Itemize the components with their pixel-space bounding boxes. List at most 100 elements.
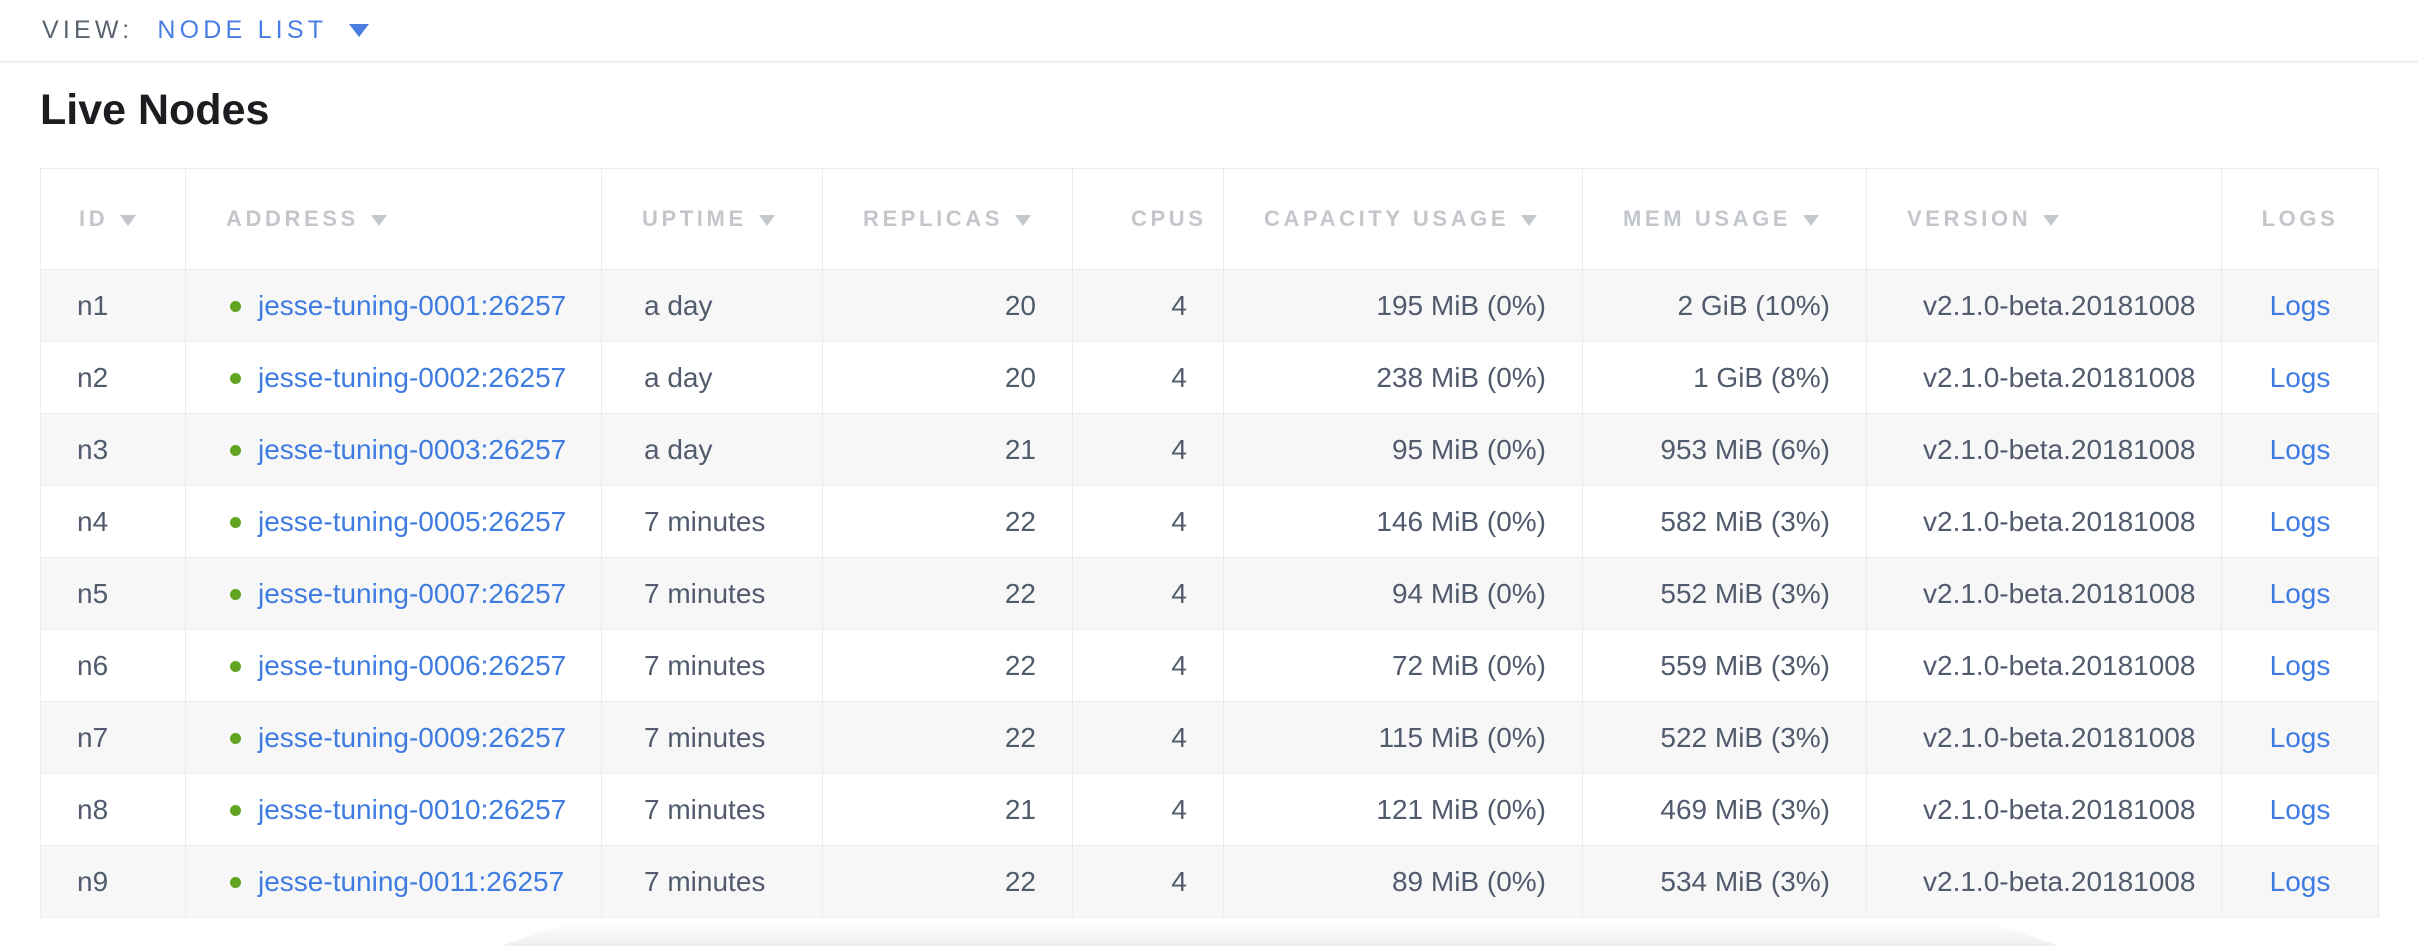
node-logs-cell: Logs <box>2221 269 2379 342</box>
column-header-capacity-usage[interactable]: CAPACITY USAGE <box>1223 168 1583 270</box>
node-mem-usage-cell: 552 MiB (3%) <box>1582 557 1867 630</box>
live-status-dot-icon <box>230 300 241 312</box>
node-capacity-usage-cell: 94 MiB (0%) <box>1223 557 1583 630</box>
node-cpus-cell: 4 <box>1072 341 1224 414</box>
node-replicas-cell: 22 <box>822 845 1073 918</box>
column-header-version[interactable]: VERSION <box>1866 168 2222 270</box>
node-uptime-cell: 7 minutes <box>601 485 823 558</box>
live-status-dot-icon <box>230 804 241 816</box>
node-id-cell: n4 <box>40 485 186 558</box>
node-version-cell: v2.1.0-beta.20181008 <box>1866 845 2222 918</box>
node-logs-link[interactable]: Logs <box>2269 433 2331 465</box>
node-version-cell: v2.1.0-beta.20181008 <box>1866 557 2222 630</box>
sort-arrow-icon <box>370 215 387 226</box>
node-replicas-cell: 22 <box>822 629 1073 702</box>
node-capacity-usage-cell: 121 MiB (0%) <box>1223 773 1583 846</box>
node-logs-cell: Logs <box>2221 341 2379 414</box>
node-logs-link[interactable]: Logs <box>2269 793 2331 825</box>
next-section-shadow <box>500 925 2060 946</box>
node-address-link[interactable]: jesse-tuning-0007:26257 <box>258 577 567 609</box>
sort-arrow-icon <box>1803 215 1820 226</box>
table-row: n4 jesse-tuning-0005:26257 7 minutes 22 … <box>40 485 2379 558</box>
node-logs-link[interactable]: Logs <box>2269 505 2331 537</box>
node-address-cell: jesse-tuning-0009:26257 <box>185 701 602 774</box>
node-address-link[interactable]: jesse-tuning-0009:26257 <box>258 721 567 753</box>
column-header-replicas[interactable]: REPLICAS <box>822 168 1073 270</box>
table-row: n5 jesse-tuning-0007:26257 7 minutes 22 … <box>40 557 2379 630</box>
column-header-label: ADDRESS <box>226 206 359 231</box>
node-table-body: n1 jesse-tuning-0001:26257 a day 20 4 19… <box>40 269 2379 918</box>
node-mem-usage-cell: 582 MiB (3%) <box>1582 485 1867 558</box>
node-logs-cell: Logs <box>2221 845 2379 918</box>
node-mem-usage-cell: 469 MiB (3%) <box>1582 773 1867 846</box>
node-address-link[interactable]: jesse-tuning-0003:26257 <box>258 433 567 465</box>
column-header-id[interactable]: ID <box>40 168 186 270</box>
node-address-link[interactable]: jesse-tuning-0002:26257 <box>258 361 567 393</box>
node-address-link[interactable]: jesse-tuning-0001:26257 <box>258 289 567 321</box>
node-version-cell: v2.1.0-beta.20181008 <box>1866 269 2222 342</box>
node-cpus-cell: 4 <box>1072 629 1224 702</box>
node-mem-usage-cell: 534 MiB (3%) <box>1582 845 1867 918</box>
page-title: Live Nodes <box>40 86 270 134</box>
column-header-label: VERSION <box>1907 206 2032 231</box>
node-capacity-usage-cell: 89 MiB (0%) <box>1223 845 1583 918</box>
node-logs-cell: Logs <box>2221 701 2379 774</box>
column-header-uptime[interactable]: UPTIME <box>601 168 823 270</box>
node-address-link[interactable]: jesse-tuning-0010:26257 <box>258 793 567 825</box>
live-status-dot-icon <box>230 732 241 744</box>
node-uptime-cell: a day <box>601 269 823 342</box>
table-row: n3 jesse-tuning-0003:26257 a day 21 4 95… <box>40 413 2379 486</box>
node-id-cell: n3 <box>40 413 186 486</box>
node-uptime-cell: 7 minutes <box>601 557 823 630</box>
node-uptime-cell: a day <box>601 341 823 414</box>
node-replicas-cell: 22 <box>822 557 1073 630</box>
node-version-cell: v2.1.0-beta.20181008 <box>1866 341 2222 414</box>
node-replicas-cell: 21 <box>822 773 1073 846</box>
view-label: VIEW: <box>42 16 134 44</box>
node-cpus-cell: 4 <box>1072 485 1224 558</box>
column-header-label: CPUS <box>1131 206 1207 231</box>
node-id-cell: n9 <box>40 845 186 918</box>
node-capacity-usage-cell: 95 MiB (0%) <box>1223 413 1583 486</box>
node-address-link[interactable]: jesse-tuning-0011:26257 <box>258 865 565 897</box>
node-logs-link[interactable]: Logs <box>2269 361 2331 393</box>
table-row: n6 jesse-tuning-0006:26257 7 minutes 22 … <box>40 629 2379 702</box>
node-uptime-cell: 7 minutes <box>601 845 823 918</box>
live-status-dot-icon <box>230 876 241 888</box>
node-address-cell: jesse-tuning-0010:26257 <box>185 773 602 846</box>
node-address-cell: jesse-tuning-0003:26257 <box>185 413 602 486</box>
node-logs-link[interactable]: Logs <box>2269 649 2331 681</box>
table-row: n7 jesse-tuning-0009:26257 7 minutes 22 … <box>40 701 2379 774</box>
node-version-cell: v2.1.0-beta.20181008 <box>1866 629 2222 702</box>
column-header-label: LOGS <box>2261 206 2339 231</box>
node-logs-cell: Logs <box>2221 557 2379 630</box>
node-cpus-cell: 4 <box>1072 557 1224 630</box>
table-row: n9 jesse-tuning-0011:26257 7 minutes 22 … <box>40 845 2379 918</box>
column-header-address[interactable]: ADDRESS <box>185 168 602 270</box>
node-uptime-cell: a day <box>601 413 823 486</box>
node-address-cell: jesse-tuning-0011:26257 <box>185 845 602 918</box>
node-cpus-cell: 4 <box>1072 413 1224 486</box>
node-cpus-cell: 4 <box>1072 701 1224 774</box>
node-capacity-usage-cell: 72 MiB (0%) <box>1223 629 1583 702</box>
view-select-dropdown[interactable]: NODE LIST <box>157 16 370 45</box>
sort-arrow-icon <box>2043 215 2060 226</box>
node-logs-link[interactable]: Logs <box>2269 865 2331 897</box>
node-address-link[interactable]: jesse-tuning-0006:26257 <box>258 649 567 681</box>
node-cpus-cell: 4 <box>1072 845 1224 918</box>
node-address-cell: jesse-tuning-0001:26257 <box>185 269 602 342</box>
view-selector-bar: VIEW: NODE LIST <box>0 0 2418 62</box>
node-mem-usage-cell: 559 MiB (3%) <box>1582 629 1867 702</box>
sort-arrow-icon <box>758 215 775 226</box>
node-logs-link[interactable]: Logs <box>2269 721 2331 753</box>
node-logs-link[interactable]: Logs <box>2269 577 2331 609</box>
view-selected-value: NODE LIST <box>157 16 328 44</box>
node-address-cell: jesse-tuning-0006:26257 <box>185 629 602 702</box>
node-replicas-cell: 20 <box>822 269 1073 342</box>
node-address-cell: jesse-tuning-0002:26257 <box>185 341 602 414</box>
node-logs-link[interactable]: Logs <box>2269 289 2331 321</box>
column-header-mem-usage[interactable]: MEM USAGE <box>1582 168 1867 270</box>
node-address-link[interactable]: jesse-tuning-0005:26257 <box>258 505 567 537</box>
node-id-cell: n2 <box>40 341 186 414</box>
